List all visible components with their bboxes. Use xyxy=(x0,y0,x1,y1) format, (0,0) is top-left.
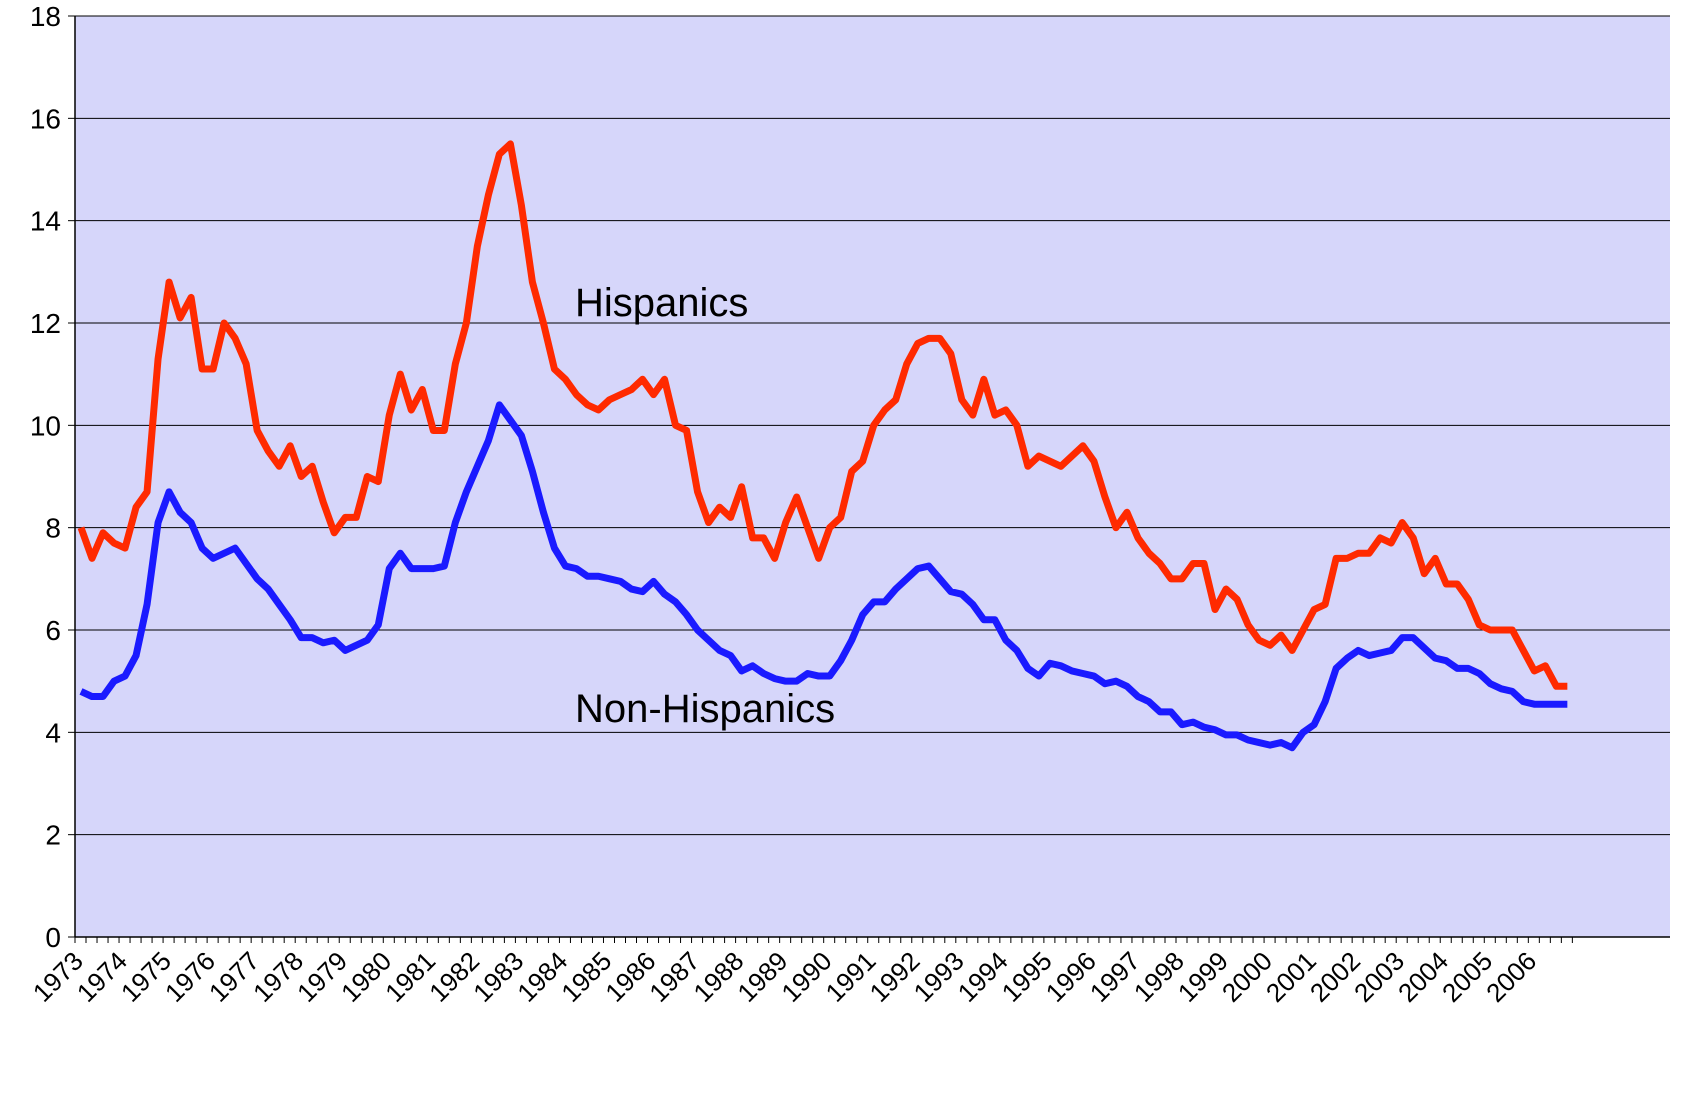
annotation: Non-Hispanics xyxy=(575,687,835,731)
x-tick-label: 2006 xyxy=(1480,946,1542,1008)
data-line xyxy=(77,140,1568,690)
y-tick-label: 16 xyxy=(30,103,61,134)
y-tick-label: 2 xyxy=(45,820,61,851)
y-tick-label: 6 xyxy=(45,615,61,646)
annotation: Hispanics xyxy=(575,281,748,325)
plot-edge xyxy=(1670,0,1684,1103)
y-tick-label: 14 xyxy=(30,206,61,237)
y-tick-label: 12 xyxy=(30,308,61,339)
y-tick-label: 10 xyxy=(30,410,61,441)
y-tick-label: 8 xyxy=(45,513,61,544)
y-tick-label: 18 xyxy=(30,1,61,32)
y-tick-label: 0 xyxy=(45,922,61,953)
plot-area xyxy=(75,16,1670,937)
data-line xyxy=(79,401,1568,752)
y-tick-label: 4 xyxy=(45,717,61,748)
